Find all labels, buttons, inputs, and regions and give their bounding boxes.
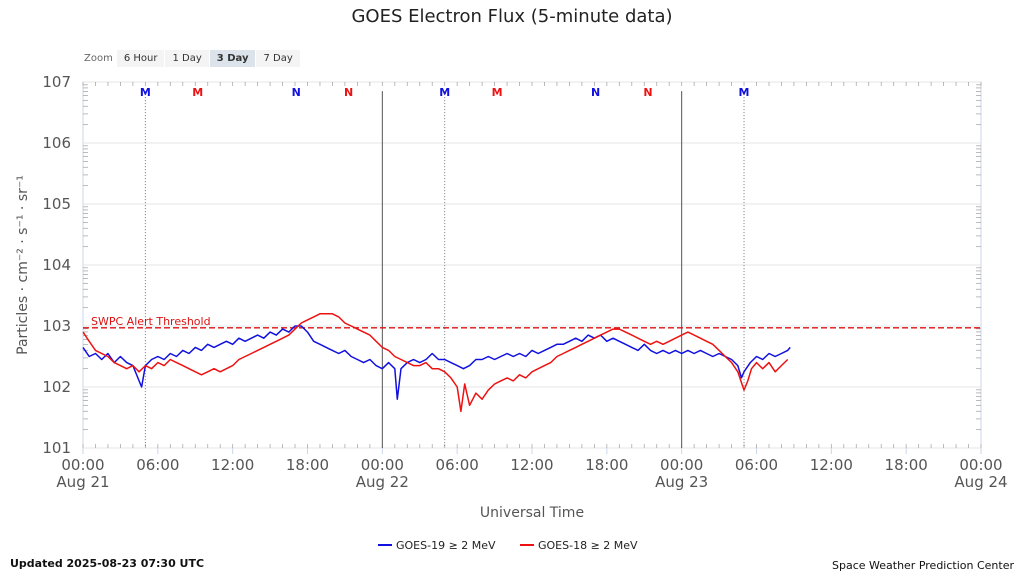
noon-midnight-marker: M: [739, 86, 750, 99]
zoom-6-hour-button[interactable]: 6 Hour: [116, 50, 165, 67]
credit-text: Space Weather Prediction Center: [832, 559, 1014, 572]
noon-midnight-marker: N: [292, 86, 301, 99]
x-date-label: Aug 21: [56, 473, 109, 491]
y-tick-label: 107: [42, 73, 71, 91]
x-tick-label: 12:00: [510, 456, 553, 474]
x-date-label: Aug 24: [954, 473, 1007, 491]
noon-midnight-marker: N: [591, 86, 600, 99]
chart-title: GOES Electron Flux (5-minute data): [351, 6, 673, 27]
x-date-label: Aug 23: [655, 473, 708, 491]
x-tick-label: 12:00: [810, 456, 853, 474]
x-tick-label: 06:00: [735, 456, 778, 474]
x-tick-label: 06:00: [136, 456, 179, 474]
noon-midnight-marker: M: [492, 86, 503, 99]
y-axis-title: Particles · cm⁻² · s⁻¹ · sr⁻¹: [15, 175, 31, 355]
goes19-series-line: [82, 325, 791, 400]
noon-midnight-marker: N: [643, 86, 652, 99]
legend-label: GOES-18 ≥ 2 MeV: [538, 539, 638, 552]
y-tick-label: 105: [42, 195, 71, 213]
x-tick-label: 18:00: [885, 456, 928, 474]
x-date-label: Aug 22: [356, 473, 409, 491]
updated-timestamp: Updated 2025-08-23 07:30 UTC: [10, 557, 205, 570]
x-tick-label: 18:00: [286, 456, 329, 474]
x-tick-label: 12:00: [211, 456, 254, 474]
x-axis-title: Universal Time: [480, 505, 584, 521]
legend-label: GOES-19 ≥ 2 MeV: [396, 539, 496, 552]
goes18-series-line: [82, 313, 789, 413]
y-tick-label: 106: [42, 134, 71, 152]
noon-midnight-marker: N: [344, 86, 353, 99]
y-tick-label: 102: [42, 378, 71, 396]
x-tick-label: 00:00: [660, 456, 703, 474]
x-tick-label: 00:00: [361, 456, 404, 474]
x-tick-label: 06:00: [436, 456, 479, 474]
zoom-1-day-button[interactable]: 1 Day: [165, 50, 209, 67]
zoom-7-day-button[interactable]: 7 Day: [256, 50, 300, 67]
zoom-3-day-button[interactable]: 3 Day: [209, 50, 256, 67]
x-tick-label: 00:00: [61, 456, 104, 474]
noon-midnight-marker: M: [439, 86, 450, 99]
alert-threshold-label: SWPC Alert Threshold: [91, 315, 211, 328]
y-tick-label: 103: [42, 317, 71, 335]
x-tick-label: 18:00: [585, 456, 628, 474]
zoom-controls: Zoom 6 Hour 1 Day 3 Day 7 Day: [84, 50, 301, 67]
zoom-label: Zoom: [84, 53, 113, 64]
noon-midnight-marker: M: [140, 86, 151, 99]
noon-midnight-marker: M: [192, 86, 203, 99]
x-tick-label: 00:00: [959, 456, 1002, 474]
y-tick-label: 104: [42, 256, 71, 274]
y-tick-label: 101: [42, 439, 71, 457]
